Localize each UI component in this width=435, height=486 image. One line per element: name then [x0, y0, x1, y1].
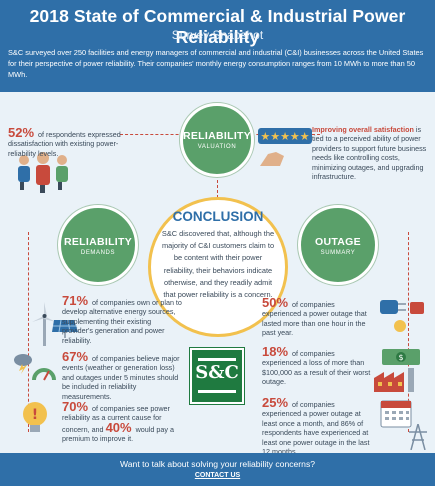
svg-text:!: !: [32, 407, 38, 423]
outage-stat-3-text: of companies experienced a power outage …: [262, 400, 370, 457]
outage-stat-3: 25% of companies experienced a power out…: [262, 395, 374, 457]
storm-cloud-icon: [14, 354, 32, 374]
stars-icon: ★★★★★: [258, 128, 312, 144]
page-title: 2018 State of Commercial & Industrial Po…: [29, 6, 406, 47]
demand-stat-3-text: of companies see power reliability as a …: [62, 404, 170, 434]
intro-text: S&C surveyed over 250 facilities and ene…: [8, 48, 424, 79]
hand-icon: [260, 152, 284, 166]
outage-summary-circle: OUTAGE SUMMARY: [298, 205, 378, 285]
reliability-demands-circle: RELIABILITY DEMANDS: [58, 205, 138, 285]
conclusion-heading: CONCLUSION: [172, 209, 264, 224]
gauge-icon: [32, 368, 56, 381]
valuation-left-pct: 52%: [8, 125, 35, 140]
outage-stat-1-pct: 50%: [262, 295, 289, 310]
demand-stat-3-pct2: 40%: [105, 419, 132, 435]
demand-stat-2-pct: 67%: [62, 349, 89, 364]
demand-stat-2-text: of companies believe major events (weath…: [62, 354, 180, 401]
page-subtitle: Survey Snapshot: [171, 28, 264, 42]
demands-title: RELIABILITY: [63, 236, 133, 248]
valuation-right-highlight: Improving overall satisfaction: [312, 125, 414, 134]
demand-stat-1-pct: 71%: [62, 293, 89, 308]
wind-turbine-icon: [32, 302, 56, 346]
connector-line-left: [28, 232, 29, 432]
outage-title: OUTAGE: [315, 236, 361, 248]
conclusion-circle: CONCLUSION S&C discovered that, although…: [148, 197, 288, 337]
contact-us-link[interactable]: CONTACT US: [194, 472, 241, 479]
footer-banner: Want to talk about solving your reliabil…: [0, 453, 435, 486]
reliability-valuation-circle: RELIABILITY VALUATION: [180, 103, 254, 177]
outage-sub: SUMMARY: [320, 250, 356, 256]
valuation-sub: VALUATION: [197, 144, 237, 150]
demands-sub: DEMANDS: [80, 250, 116, 256]
svg-text:★★★★★: ★★★★★: [260, 130, 309, 143]
demand-stat-2: 67% of companies believe major events (w…: [62, 349, 182, 401]
factory-icon: [374, 368, 414, 392]
header-banner: 2018 State of Commercial & Industrial Po…: [0, 0, 435, 92]
outage-stat-1-text: of companies experienced a power outage …: [262, 300, 367, 338]
valuation-left-stat: 52% of respondents expressed dissatisfac…: [8, 125, 126, 158]
solar-panel-icon: [52, 319, 78, 338]
transmission-tower-icon: [409, 424, 427, 450]
svg-text:$: $: [398, 353, 403, 362]
connector-line-mid: [217, 160, 218, 198]
demand-stat-3-pct: 70%: [62, 399, 89, 414]
outage-stat-2-text: of companies experienced a loss of more …: [262, 349, 371, 387]
demand-stat-1: 71% of companies own or plan to develop …: [62, 293, 182, 345]
conclusion-text: S&C discovered that, although the majori…: [161, 229, 275, 300]
sc-logo-text: S&C: [195, 362, 239, 383]
demand-stat-1-text: of companies own or plan to develop alte…: [62, 298, 182, 345]
valuation-right-text: is tied to a perceived ability of power …: [312, 125, 427, 182]
outage-stat-2-pct: 18%: [262, 344, 289, 359]
warning-bulb-icon: !: [23, 402, 47, 432]
outage-stat-1: 50% of companies experienced a power out…: [262, 295, 374, 338]
outage-stat-2: 18% of companies experienced a loss of m…: [262, 344, 374, 387]
valuation-right-stat: Improving overall satisfaction is tied t…: [312, 125, 430, 181]
valuation-left-text: of respondents expressed dissatisfaction…: [8, 130, 121, 158]
connector-line-right: [408, 232, 409, 432]
sc-logo: S&C: [190, 348, 244, 404]
money-icon: $: [382, 349, 420, 365]
demand-stat-3-text2: would pay a premium to improve it.: [62, 424, 174, 444]
valuation-title: RELIABILITY: [183, 130, 252, 142]
calendar-icon: [380, 400, 412, 428]
footer-question: Want to talk about solving your reliabil…: [119, 459, 316, 469]
people-icon: [18, 152, 68, 193]
power-plug-icon: [380, 300, 424, 332]
outage-stat-3-pct: 25%: [262, 395, 289, 410]
demand-stat-3: 70% of companies see power reliability a…: [62, 399, 182, 444]
